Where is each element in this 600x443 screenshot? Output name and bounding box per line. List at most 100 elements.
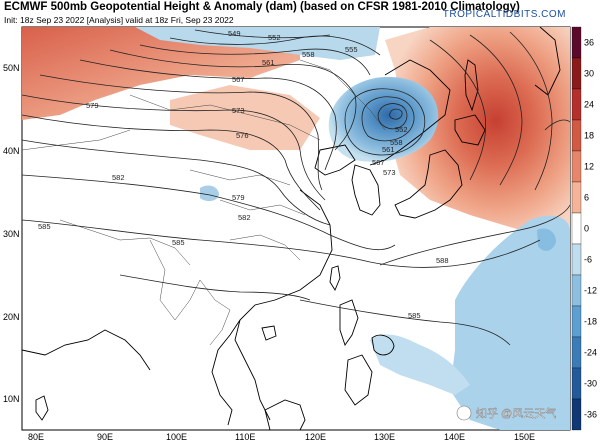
lon-label: 80E — [28, 432, 44, 442]
colorbar-tick-label: -18 — [584, 317, 597, 327]
philippines-luzon — [339, 299, 359, 346]
lat-label: 20N — [3, 312, 20, 322]
positive-anomaly-central — [170, 85, 320, 150]
anomaly-colorbar: 36 30 24 18 12 6 0 -6 -12 -18 -24 -30 -36 — [571, 26, 597, 431]
lon-label: 120E — [305, 432, 326, 442]
japan-hokkaido — [454, 114, 486, 146]
border-provinces-2 — [219, 199, 306, 216]
colorbar-tick-label: 0 — [584, 224, 589, 234]
contour-label: 573 — [232, 106, 245, 115]
negative-anomaly-blob — [200, 185, 219, 202]
lat-label: 10N — [3, 394, 20, 404]
contour-555 — [139, 44, 371, 76]
borneo — [264, 399, 306, 431]
colorbar-segment — [571, 88, 582, 121]
map-subtitle: Init: 18z Sep 23 2022 [Analysis] valid a… — [4, 15, 234, 25]
watermark: 知乎 @风云天气 — [456, 405, 556, 421]
taiwan — [329, 265, 341, 291]
border-provinces-3 — [229, 234, 301, 261]
japan-honshu — [394, 149, 463, 219]
colorbar-tick-label: -24 — [584, 348, 597, 358]
contour-east-ridge — [544, 119, 571, 131]
negative-anomaly-philippine-sea — [370, 334, 470, 395]
colorbar-tick-label: 18 — [584, 131, 594, 141]
lat-label: 40N — [3, 146, 20, 156]
watermark-text: 知乎 @风云天气 — [476, 406, 556, 420]
contour-558 — [109, 49, 357, 151]
lon-label: 130E — [374, 432, 395, 442]
contour-label: 567 — [372, 158, 385, 167]
colorbar-tick-label: -36 — [584, 410, 597, 420]
contour-label: 555 — [345, 45, 358, 54]
border-russia-china — [299, 59, 386, 131]
korea-peninsula — [351, 164, 381, 216]
sakhalin — [464, 59, 479, 112]
hainan — [261, 325, 277, 341]
colorbar-segment — [571, 181, 582, 214]
colorbar-segment — [571, 398, 582, 431]
china-coast — [234, 189, 333, 421]
border-myanmar — [149, 239, 201, 321]
sri-lanka — [35, 395, 49, 421]
contour-low-inner — [377, 103, 408, 130]
coastlines — [21, 26, 561, 431]
colorbar-tick-label: 36 — [584, 38, 594, 48]
contour-label: 585 — [408, 311, 421, 320]
colorbar-segment — [571, 336, 582, 369]
colorbar-segment — [571, 212, 582, 245]
map-title: ECMWF 500mb Geopotential Height & Anomal… — [4, 1, 520, 13]
contour-552 — [169, 35, 381, 56]
contour-579 — [21, 139, 331, 226]
contour-east-1 — [429, 39, 487, 181]
colorbar-tick-label: 30 — [584, 69, 594, 79]
contour-label: 552 — [268, 33, 281, 42]
contour-low-outer — [344, 88, 426, 156]
height-contours — [21, 29, 571, 346]
bay-of-bengal-coast — [21, 329, 151, 371]
contour-567 — [39, 74, 323, 191]
contour-label: 558 — [390, 138, 403, 147]
contour-label: 567 — [232, 75, 245, 84]
colorbar-segment — [571, 305, 582, 338]
contour-label: 579 — [232, 193, 245, 202]
contour-label: 561 — [382, 145, 395, 154]
contour-low-core — [389, 108, 403, 120]
border-himalaya — [59, 219, 191, 266]
colorbar-segment — [571, 367, 582, 400]
colorbar-tick-label: 6 — [584, 193, 589, 203]
longitude-labels: 80E 90E 100E 110E 120E 130E 140E 150E — [28, 432, 535, 442]
island-130e — [371, 334, 395, 356]
positive-anomaly-east — [385, 27, 570, 235]
contour-label: 552 — [395, 125, 408, 134]
border-kazakh — [21, 129, 131, 151]
colorbar-segment — [571, 150, 582, 183]
lon-label: 140E — [444, 432, 465, 442]
contour-label: 588 — [436, 256, 449, 265]
negative-anomaly-pacific-core — [537, 228, 556, 251]
colorbar-tick-label: 12 — [584, 162, 594, 172]
contour-label: 576 — [236, 131, 249, 140]
lat-label: 50N — [3, 63, 20, 73]
colorbar-segment — [571, 26, 582, 59]
colorbar-tick-label: 24 — [584, 100, 594, 110]
contour-label: 573 — [383, 168, 396, 177]
russian-coast — [369, 59, 451, 166]
contour-label: 582 — [112, 173, 125, 182]
negative-anomaly-pacific — [450, 215, 570, 430]
colorbar-tick-label: -6 — [584, 255, 592, 265]
contour-label: 561 — [262, 58, 275, 67]
lon-label: 100E — [166, 432, 187, 442]
contour-573 — [21, 94, 326, 201]
contour-label: 582 — [238, 213, 251, 222]
contour-588 — [379, 204, 571, 266]
indochina-coast — [211, 319, 241, 426]
philippines-south — [344, 354, 373, 406]
lon-label: 110E — [235, 432, 255, 442]
latitude-labels: 50N 40N 30N 20N 10N — [3, 63, 20, 404]
contour-east-2 — [469, 34, 523, 186]
watermark-logo-icon — [456, 405, 472, 421]
contour-582 — [21, 174, 396, 251]
colorbar-segment — [571, 119, 582, 152]
lat-label: 30N — [3, 229, 20, 239]
